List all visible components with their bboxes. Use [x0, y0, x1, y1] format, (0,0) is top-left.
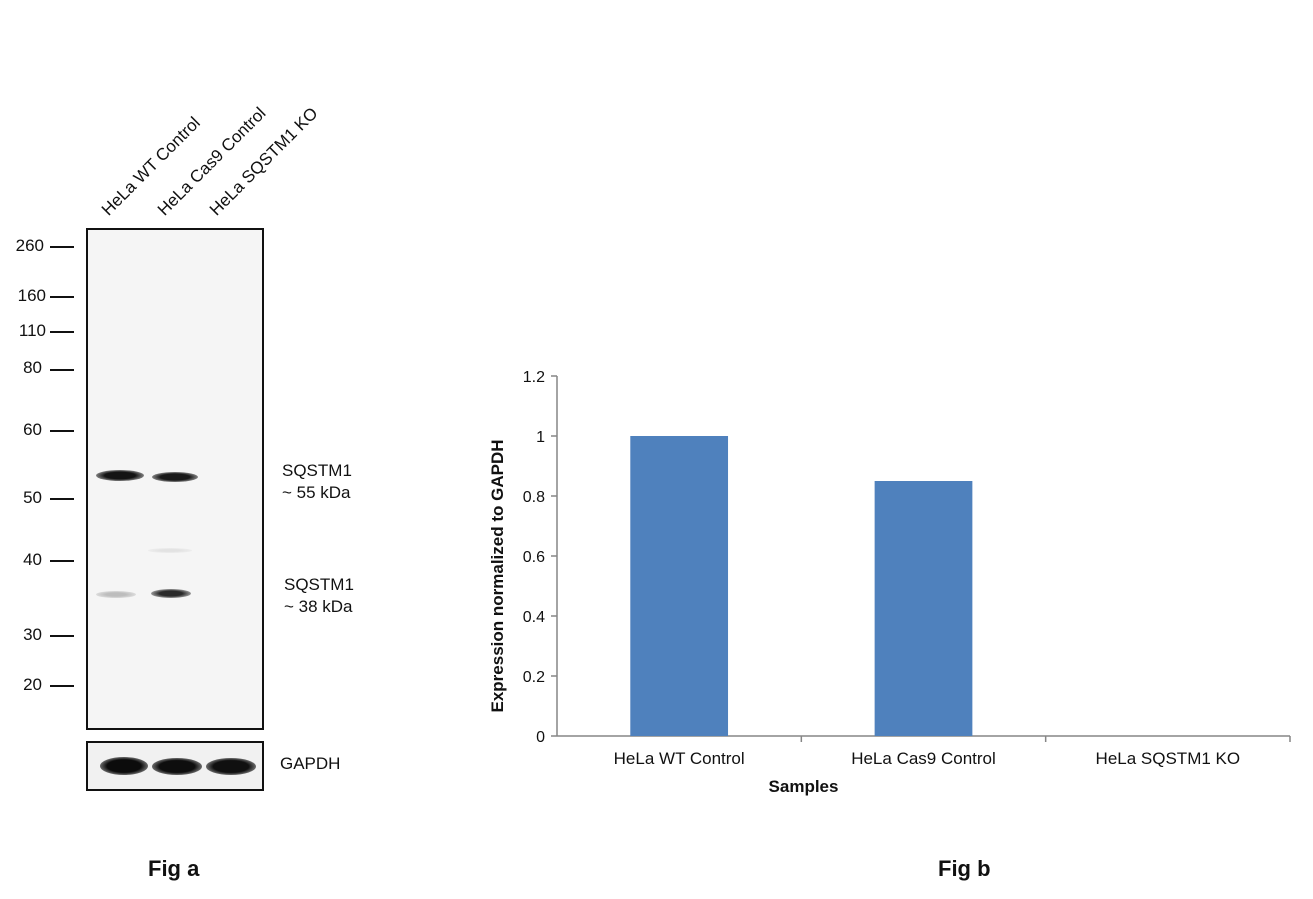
x-axis-title: Samples [769, 777, 839, 796]
mw-marker-160: 160 [17, 286, 46, 305]
band-gapdh-cas9 [152, 758, 202, 775]
mw-marker-20: 20 [23, 675, 42, 694]
x-tick-label: HeLa WT Control [614, 749, 745, 768]
annotation-sqstm1-55: SQSTM1 ~ 55 kDa [282, 460, 352, 504]
y-tick-label: 0.2 [523, 669, 545, 686]
fig-a-caption: Fig a [148, 856, 200, 881]
band-gapdh-wt [100, 757, 148, 775]
mw-tick-60 [50, 430, 74, 432]
x-tick-label: HeLa SQSTM1 KO [1096, 749, 1241, 768]
band-gapdh-ko [206, 758, 256, 775]
band-wt-38kda [96, 591, 136, 598]
y-axis-title: Expression normalized to GAPDH [488, 440, 507, 713]
x-tick-label: HeLa Cas9 Control [851, 749, 996, 768]
band-faint-40kda [148, 548, 192, 553]
mw-tick-160 [50, 296, 74, 298]
annotation-sqstm1-38-name: SQSTM1 [284, 575, 354, 594]
band-cas9-38kda [151, 589, 191, 598]
bar [874, 481, 973, 736]
fig-b-caption: Fig b [938, 856, 991, 881]
mw-tick-30 [50, 635, 74, 637]
y-tick-label: 0.6 [523, 549, 545, 566]
annotation-sqstm1-38-size: ~ 38 kDa [284, 597, 353, 616]
mw-marker-40: 40 [23, 550, 42, 569]
mw-tick-260 [50, 246, 74, 248]
annotation-sqstm1-55-name: SQSTM1 [282, 461, 352, 480]
y-tick-label: 0.4 [523, 609, 545, 626]
y-tick-label: 1 [536, 429, 545, 446]
y-tick-label: 0.8 [523, 489, 545, 506]
y-tick-label: 0 [536, 729, 545, 746]
mw-tick-50 [50, 498, 74, 500]
band-cas9-55kda [152, 472, 198, 482]
mw-tick-110 [50, 331, 74, 333]
mw-tick-20 [50, 685, 74, 687]
sqstm1-blot-panel [86, 228, 264, 730]
mw-marker-80: 80 [23, 358, 42, 377]
band-wt-55kda [96, 470, 144, 481]
gapdh-blot-panel [86, 741, 264, 791]
annotation-sqstm1-55-size: ~ 55 kDa [282, 483, 351, 502]
bar [630, 436, 729, 736]
mw-marker-30: 30 [23, 625, 42, 644]
mw-marker-50: 50 [23, 488, 42, 507]
annotation-gapdh: GAPDH [280, 754, 341, 773]
annotation-sqstm1-38: SQSTM1 ~ 38 kDa [284, 574, 354, 618]
mw-tick-80 [50, 369, 74, 371]
mw-marker-110: 110 [18, 321, 46, 340]
y-tick-label: 1.2 [523, 369, 545, 386]
mw-tick-40 [50, 560, 74, 562]
mw-marker-60: 60 [23, 420, 42, 439]
mw-marker-260: 260 [15, 236, 44, 255]
